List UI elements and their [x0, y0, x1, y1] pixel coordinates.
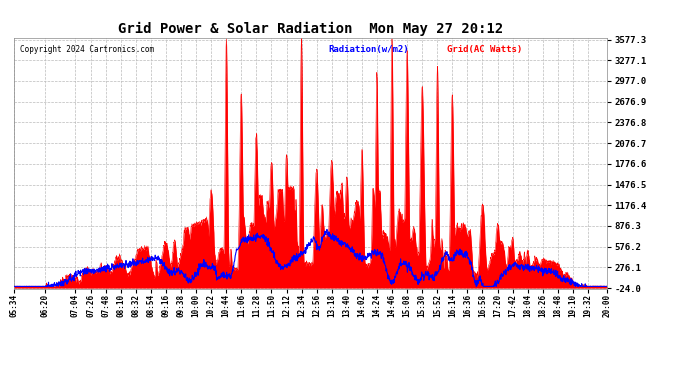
Text: Copyright 2024 Cartronics.com: Copyright 2024 Cartronics.com — [20, 45, 154, 54]
Title: Grid Power & Solar Radiation  Mon May 27 20:12: Grid Power & Solar Radiation Mon May 27 … — [118, 22, 503, 36]
Text: Grid(AC Watts): Grid(AC Watts) — [447, 45, 522, 54]
Text: Radiation(w/m2): Radiation(w/m2) — [328, 45, 409, 54]
